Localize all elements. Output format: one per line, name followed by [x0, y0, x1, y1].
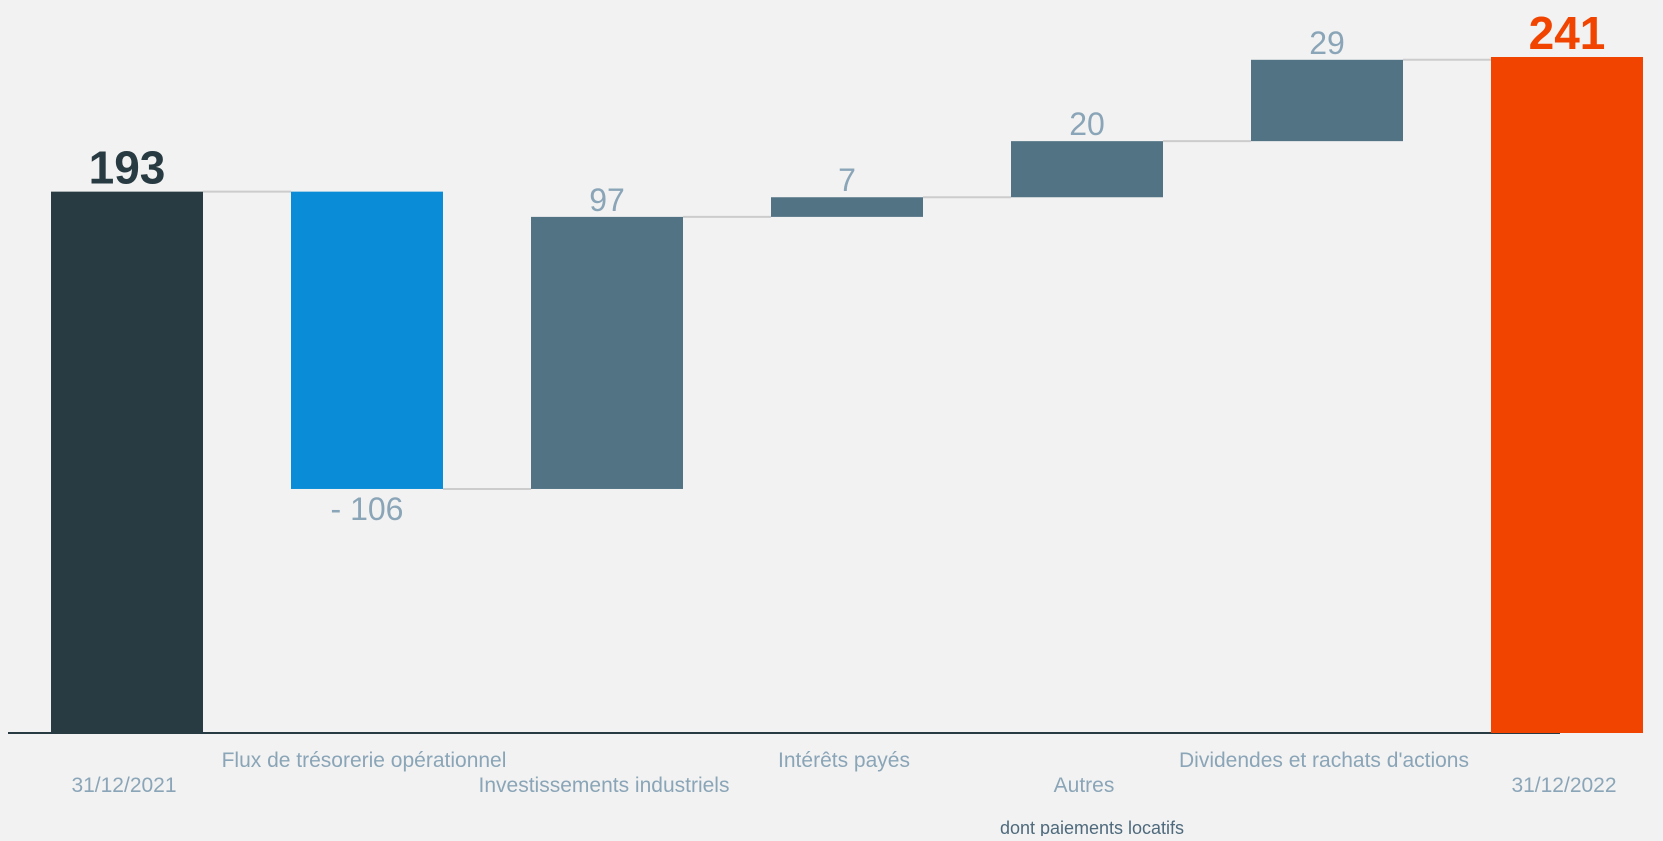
- value-label-3: 7: [838, 162, 856, 198]
- value-label-4: 20: [1069, 106, 1105, 142]
- connector-lines: [203, 58, 1491, 490]
- category-label-5: Dividendes et rachats d'actions: [1179, 749, 1469, 772]
- category-label-0: 31/12/2021: [71, 774, 176, 797]
- category-labels: 31/12/2021 Flux de trésorerie opérationne…: [71, 749, 1616, 797]
- category-label-4: Autres: [1054, 774, 1115, 797]
- value-label-0: 193: [89, 142, 166, 194]
- value-label-6: 241: [1529, 7, 1606, 59]
- bar-3: [771, 197, 923, 217]
- category-label-3: Intérêts payés: [778, 749, 910, 772]
- bar-6: [1491, 57, 1643, 733]
- bar-2: [531, 216, 683, 489]
- bar-1: [291, 191, 443, 489]
- value-label-1: - 106: [331, 491, 404, 527]
- bar-5: [1251, 59, 1403, 142]
- value-label-5: 29: [1309, 25, 1345, 61]
- category-label-1: Flux de trésorerie opérationnel: [222, 749, 507, 772]
- sub-label: dont paiements locatifs: [1000, 818, 1184, 836]
- bars: [51, 57, 1643, 733]
- value-label-2: 97: [589, 182, 625, 218]
- category-label-6: 31/12/2022: [1511, 774, 1616, 797]
- bar-0: [51, 191, 203, 733]
- value-labels: 193 - 106 97 7 20 29 241: [89, 7, 1606, 527]
- bar-4: [1011, 141, 1163, 198]
- category-label-2: Investissements industriels: [479, 774, 730, 797]
